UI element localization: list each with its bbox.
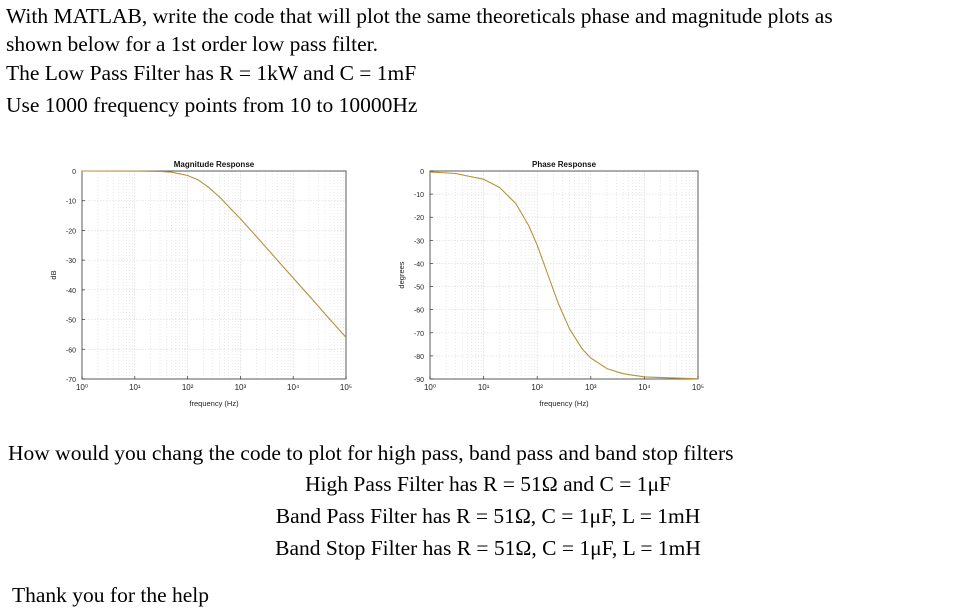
y-tick-label: -90	[414, 377, 424, 384]
question-line-3: The Low Pass Filter has R = 1kW and C = …	[6, 61, 417, 85]
y-tick-label: -70	[66, 377, 76, 384]
phase-chart: 10⁰ 10¹ 10² 10³ 10⁴ 10⁵ 0 -10 -20 -30 -40 -50 -60 -70…	[397, 160, 704, 408]
x-tick-label: 10³	[585, 383, 597, 392]
phase-title: Phase Response	[532, 160, 597, 169]
y-tick-label: -40	[66, 288, 76, 295]
y-tick-label: -50	[414, 285, 424, 292]
x-tick-label: 10⁴	[638, 383, 651, 392]
y-tick-label: -50	[66, 318, 76, 325]
band-pass-spec: Band Pass Filter has R = 51Ω, C = 1μF, L…	[275, 504, 701, 528]
y-tick-label: -40	[414, 261, 424, 268]
magnitude-chart: 10⁰ 10¹ 10² 10³ 10⁴ 10⁵ 0 -10 -20 -30 -40 -50 -60 -70…	[49, 160, 352, 408]
magnitude-title: Magnitude Response	[174, 160, 255, 169]
x-tick-label: 10⁴	[287, 383, 300, 392]
band-stop-spec: Band Stop Filter has R = 51Ω, C = 1μF, L…	[275, 536, 701, 560]
y-tick-label: 0	[72, 169, 76, 176]
magnitude-y-axis-label: dB	[49, 270, 58, 279]
phase-x-axis-label: frequency (Hz)	[539, 399, 589, 408]
y-tick-label: -10	[414, 192, 424, 199]
phase-series-line	[429, 171, 699, 380]
followup-intro: How would you chang the code to plot for…	[8, 441, 734, 465]
y-tick-label: -20	[66, 228, 76, 235]
y-tick-label: -20	[414, 215, 424, 222]
y-tick-label: -30	[414, 238, 424, 245]
y-tick-label: -60	[66, 347, 76, 354]
question-line-1: With MATLAB, write the code that will pl…	[6, 4, 833, 28]
magnitude-axes-box	[81, 170, 347, 380]
x-tick-label: 10³	[235, 383, 247, 392]
y-tick-label: -80	[414, 354, 424, 361]
bode-plots-figure: 10⁰ 10¹ 10² 10³ 10⁴ 10⁵ 0 -10 -20 -30 -40 -50 -60 -70…	[49, 160, 704, 408]
y-tick-label: -10	[66, 199, 76, 206]
x-tick-label: 10¹	[478, 383, 490, 392]
question-line-2: shown below for a 1st order low pass fil…	[6, 32, 378, 56]
phase-axes-box	[429, 170, 699, 380]
x-tick-label: 10²	[182, 383, 194, 392]
y-tick-label: -70	[414, 331, 424, 338]
high-pass-spec: High Pass Filter has R = 51Ω and C = 1μF	[305, 472, 671, 496]
magnitude-grid	[82, 171, 346, 379]
y-tick-label: -30	[66, 258, 76, 265]
magnitude-plot-area	[82, 171, 346, 379]
x-tick-label: 10²	[531, 383, 543, 392]
phase-grid	[430, 171, 698, 379]
x-tick-label: 10⁵	[692, 383, 704, 392]
phase-plot-area	[430, 171, 698, 379]
phase-y-axis-label: degrees	[397, 261, 406, 288]
question-line-4: Use 1000 frequency points from 10 to 100…	[6, 93, 418, 117]
magnitude-x-axis-label: frequency (Hz)	[189, 399, 239, 408]
thanks-text: Thank you for the help	[12, 583, 210, 607]
x-tick-label: 10⁰	[424, 383, 436, 392]
magnitude-series-line	[81, 170, 347, 338]
x-tick-label: 10⁵	[340, 383, 352, 392]
y-tick-label: 0	[420, 169, 424, 176]
x-tick-label: 10⁰	[76, 383, 88, 392]
y-tick-label: -60	[414, 308, 424, 315]
x-tick-label: 10¹	[129, 383, 141, 392]
